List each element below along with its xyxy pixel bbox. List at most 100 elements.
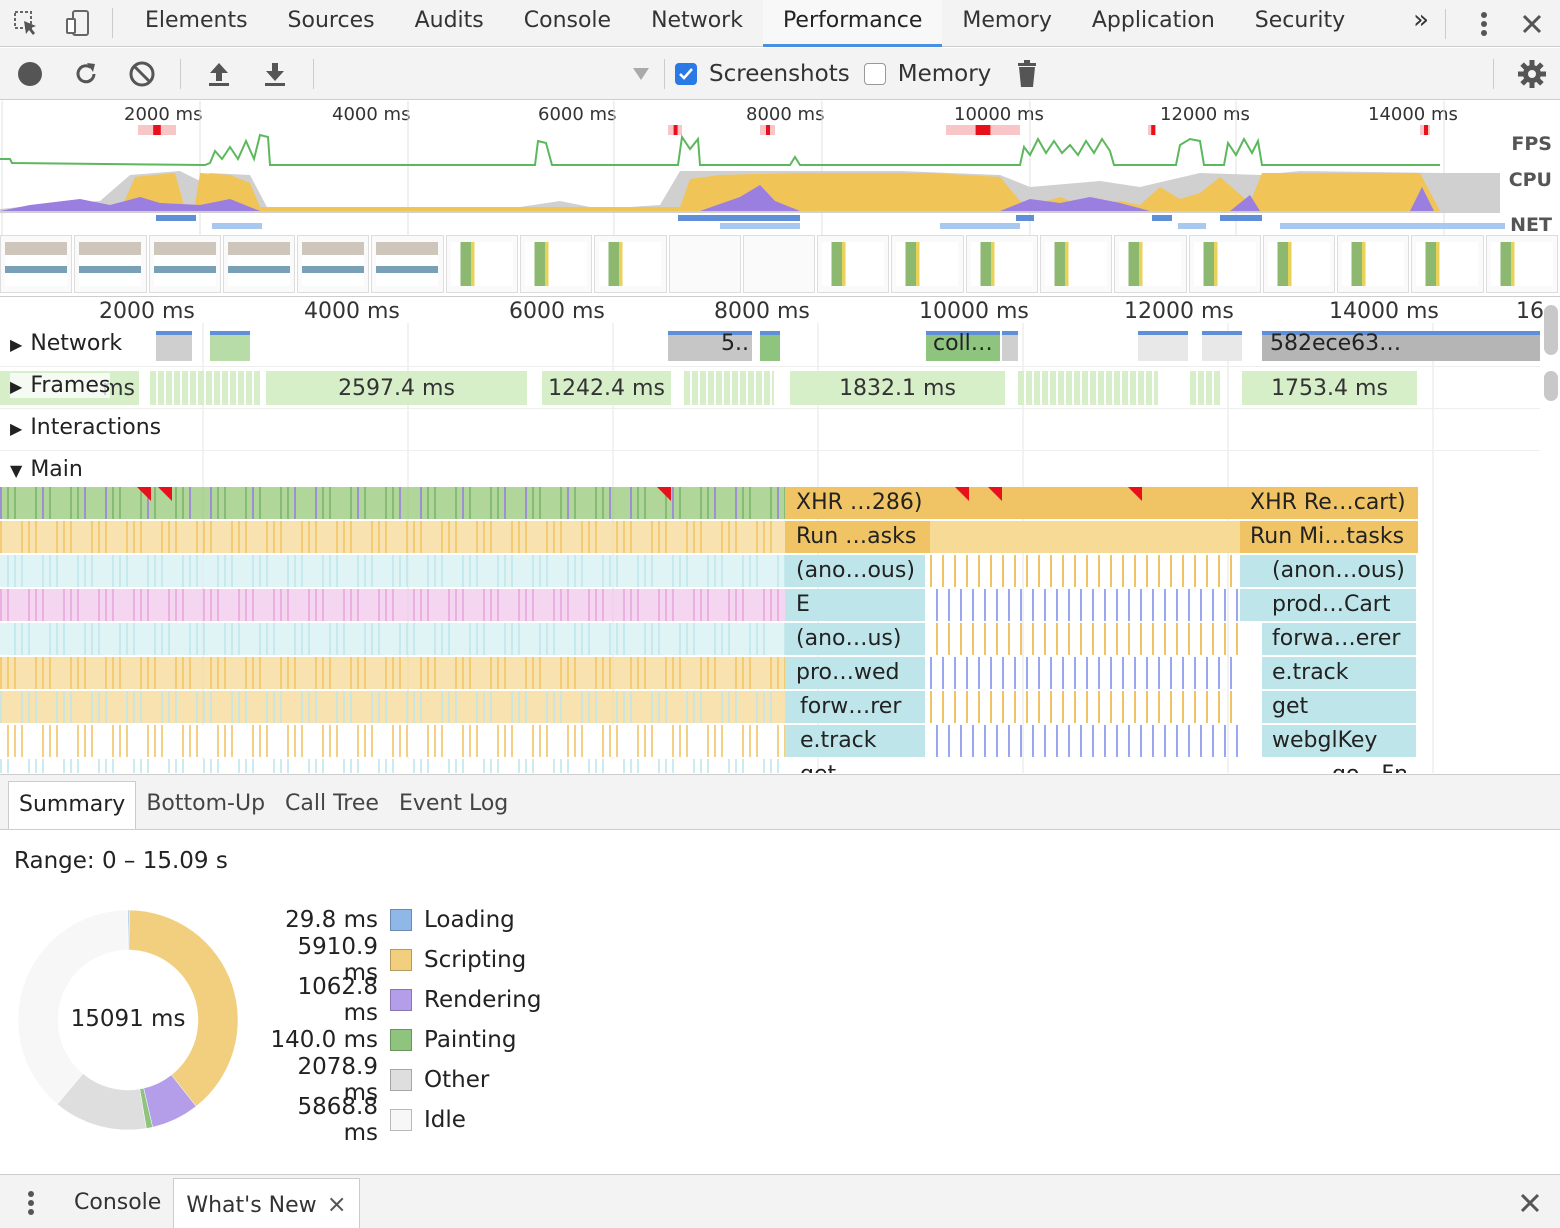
frame-strip[interactable] [1190, 371, 1220, 405]
flame-event-label[interactable]: forw…rer [800, 694, 902, 719]
network-request[interactable] [718, 331, 752, 361]
flame-event-label[interactable]: Run Mi…tasks [1250, 524, 1405, 549]
flame-event-label[interactable]: (anon…ous) [1272, 558, 1405, 583]
close-devtools-icon[interactable] [1504, 13, 1560, 35]
network-request[interactable] [1002, 331, 1018, 361]
tab-performance[interactable]: Performance [762, 0, 943, 47]
flame-event-label[interactable]: XHR …286) [796, 490, 923, 515]
interactions-track-title[interactable]: ▶ Interactions [10, 415, 162, 440]
inspect-element-icon[interactable] [0, 0, 52, 47]
flame-event-label[interactable]: pro…wed [796, 660, 900, 685]
screenshot-thumbnail[interactable] [1337, 235, 1410, 293]
screenshots-checkbox[interactable]: Screenshots [675, 61, 850, 87]
flame-event-label[interactable]: forwa…erer [1272, 626, 1401, 651]
interactions-track[interactable]: ▶ Interactions [0, 409, 1540, 451]
screenshot-thumbnail[interactable] [1188, 235, 1261, 293]
clear-button[interactable] [114, 48, 170, 100]
more-tabs-button[interactable]: » [1413, 5, 1429, 35]
frame-strip[interactable] [684, 371, 774, 405]
network-request[interactable] [1138, 331, 1188, 361]
screenshot-thumbnail[interactable] [891, 235, 964, 293]
reload-record-button[interactable] [58, 48, 114, 100]
flame-event-label[interactable]: XHR Re…cart) [1250, 490, 1406, 515]
memory-checkbox[interactable]: Memory [863, 61, 991, 87]
tab-console[interactable]: Console [523, 7, 612, 33]
screenshot-thumbnail[interactable] [1114, 235, 1187, 293]
close-tab-icon[interactable]: × [326, 1190, 347, 1218]
vertical-scrollbar-thumb[interactable] [1544, 371, 1558, 401]
frame-strip[interactable] [150, 371, 260, 405]
screenshot-thumbnail[interactable] [222, 235, 296, 293]
frame-duration[interactable]: 1753.4 ms [1242, 371, 1418, 405]
tab-application[interactable]: Application [1091, 7, 1215, 33]
main-track[interactable]: ▼ Main [0, 451, 1540, 493]
screenshot-thumbnail[interactable] [519, 235, 593, 293]
tab-memory[interactable]: Memory [962, 7, 1052, 33]
drawer-menu-icon[interactable] [0, 1178, 62, 1228]
tab-security[interactable]: Security [1254, 7, 1346, 33]
flame-event-label[interactable]: (ano…ous) [796, 558, 915, 583]
screenshot-thumbnail[interactable] [742, 235, 816, 293]
main-flame-chart[interactable] [0, 487, 1540, 773]
flame-chart-area[interactable]: 2000 ms 4000 ms 6000 ms 8000 ms 10000 ms 1200… [0, 297, 1560, 773]
flame-event-label[interactable]: prod…Cart [1272, 592, 1391, 617]
menu-kebab-icon[interactable] [1464, 11, 1504, 37]
screenshot-thumbnail[interactable] [445, 235, 518, 293]
settings-gear-icon[interactable] [1504, 48, 1560, 100]
vertical-scrollbar-thumb[interactable] [1544, 305, 1558, 355]
network-request[interactable] [926, 331, 1000, 361]
tab-summary[interactable]: Summary [8, 781, 137, 829]
screenshot-thumbnail[interactable] [668, 235, 741, 293]
tab-event-log[interactable]: Event Log [398, 791, 509, 816]
network-track[interactable]: ▶ Network 5.. coll… 582ece63… [0, 325, 1540, 367]
drawer-tab-console[interactable]: Console [62, 1178, 173, 1228]
network-request[interactable] [1202, 331, 1242, 361]
collect-garbage-button[interactable] [1005, 48, 1049, 100]
screenshot-thumbnail[interactable] [965, 235, 1038, 293]
load-profile-button[interactable] [191, 48, 247, 100]
checkbox-unchecked-icon[interactable] [863, 62, 886, 85]
tab-sources[interactable]: Sources [287, 7, 375, 33]
screenshot-thumbnail[interactable] [1262, 235, 1336, 293]
screenshot-thumbnail[interactable] [148, 235, 221, 293]
network-request[interactable] [1262, 331, 1540, 361]
timeline-overview[interactable]: 2000 ms 4000 ms 6000 ms 8000 ms 10000 ms 1200… [0, 101, 1560, 297]
screenshot-thumbnail[interactable] [371, 235, 444, 293]
device-toolbar-icon[interactable] [52, 0, 104, 47]
screenshot-thumbnail[interactable] [1039, 235, 1113, 293]
screenshot-thumbnail[interactable] [817, 235, 890, 293]
screenshot-thumbnail[interactable] [297, 235, 370, 293]
frames-track[interactable]: ms 2597.4 ms 1242.4 ms 1832.1 ms 1753.4 ms ▶… [0, 367, 1540, 409]
screenshot-thumbnail[interactable] [1485, 235, 1558, 293]
screenshot-thumbnail[interactable] [74, 235, 147, 293]
flame-event-label[interactable]: webglKey [1272, 728, 1378, 753]
flame-event-label[interactable]: e.track [1272, 660, 1349, 685]
flame-event-label[interactable]: get [800, 762, 836, 773]
flame-event-label[interactable]: E [796, 592, 810, 617]
tab-bottom-up[interactable]: Bottom-Up [146, 791, 266, 816]
network-request[interactable] [156, 331, 192, 361]
network-request[interactable] [760, 331, 780, 361]
main-track-title[interactable]: ▼ Main [10, 457, 83, 482]
screenshot-thumbnail[interactable] [594, 235, 667, 293]
drawer-tab-what-s-new[interactable]: What's New × [173, 1178, 360, 1228]
frame-duration[interactable]: 1242.4 ms [542, 371, 672, 405]
frame-duration[interactable]: 1832.1 ms [790, 371, 1006, 405]
flame-event-label[interactable]: Run …asks [796, 524, 917, 549]
tab-call-tree[interactable]: Call Tree [285, 791, 379, 816]
screenshot-thumbnail[interactable] [1411, 235, 1484, 293]
tab-audits[interactable]: Audits [414, 7, 484, 33]
flame-event-label[interactable]: e.track [800, 728, 877, 753]
close-drawer-icon[interactable] [1500, 1178, 1560, 1228]
flame-event-label[interactable]: …go…Fn [1310, 762, 1408, 773]
network-track-title[interactable]: ▶ Network [10, 331, 123, 356]
checkbox-checked-icon[interactable] [675, 62, 697, 85]
frame-strip[interactable] [1018, 371, 1158, 405]
record-button[interactable] [2, 48, 58, 100]
tab-network[interactable]: Network [651, 7, 743, 33]
screenshot-thumbnail[interactable] [0, 235, 73, 293]
frame-duration[interactable]: 2597.4 ms [266, 371, 528, 405]
tab-elements[interactable]: Elements [145, 7, 248, 33]
flame-event-label[interactable]: get [1272, 694, 1309, 719]
frames-track-title[interactable]: ▶ Frames [10, 373, 111, 398]
